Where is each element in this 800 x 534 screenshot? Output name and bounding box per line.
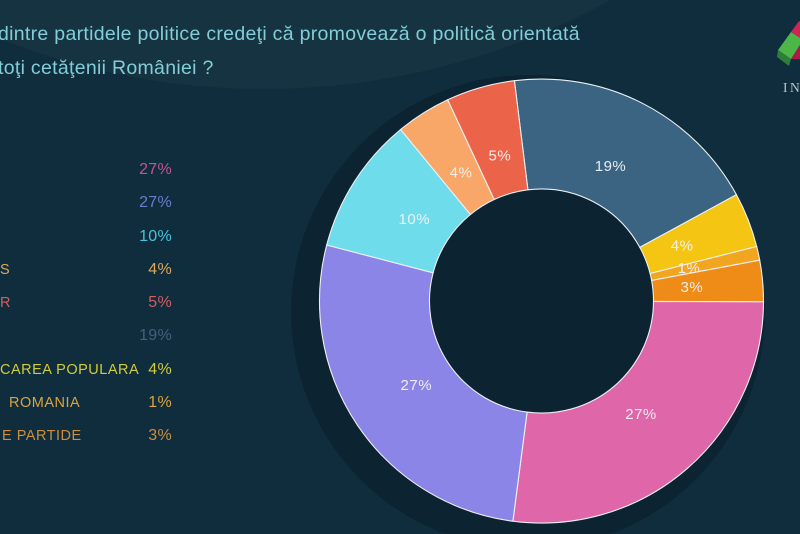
segment-label: 3% [681,279,704,296]
legend-item: 19% [0,326,172,346]
logo-cube-icon [777,21,800,66]
segment-label: 27% [625,406,657,423]
segment-label: 27% [401,377,433,394]
legend-value: 27% [139,194,172,212]
legend-item: S 4% [0,260,172,280]
legend-label: CAREA POPULARA [0,361,140,378]
page-title: dintre partidele politice credeţi că pro… [0,17,698,85]
legend-label: E PARTIDE [2,428,82,444]
segment-label: 19% [595,158,627,175]
legend-label: ROMANIA [9,394,81,411]
segment-label: 5% [489,147,512,164]
donut-segment [513,78,738,249]
legend-item: R 5% [0,293,172,313]
logo-text: IN [783,80,800,95]
legend-value: 10% [139,227,172,245]
legend-label: S [0,261,11,278]
donut-segment [318,244,528,522]
legend-item: 27% [0,160,172,180]
legend-value: 1% [148,393,172,411]
legend-item: 10% [0,227,172,247]
legend-item: CAREA POPULARA 4% [0,360,172,380]
donut-segment [446,80,529,201]
legend-value: 4% [148,360,172,378]
legend-label: R [0,295,11,311]
legend-item: 27% [0,193,172,213]
title-line-2: toţi cetăţenii României ? [0,57,214,79]
donut-segment [512,300,765,524]
segment-label: 10% [399,211,431,228]
legend-value: 27% [139,161,172,178]
inscop-logo: IN [768,18,800,100]
segment-label: 4% [671,237,694,254]
chart-legend: 27% 27% 10% S 4% R 5% 19% CAREA POPULARA 4% ROMANI… [0,160,172,446]
legend-value: 4% [148,260,172,278]
legend-value: 3% [148,427,172,444]
title-line-1: dintre partidele politice credeţi că pro… [0,23,580,45]
legend-item: E PARTIDE 3% [0,426,172,446]
legend-value: 19% [139,327,172,345]
legend-value: 5% [148,294,172,311]
legend-item: ROMANIA 1% [0,393,172,413]
segment-label: 4% [450,165,473,182]
